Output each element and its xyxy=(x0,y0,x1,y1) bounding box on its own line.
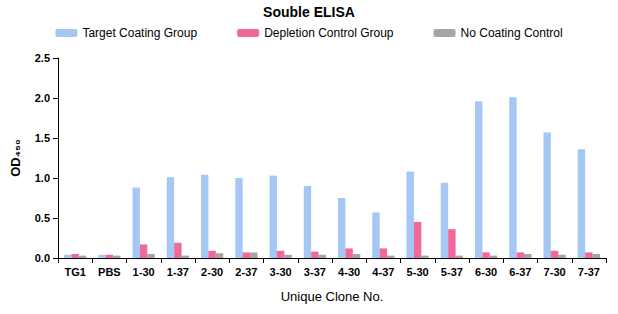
svg-text:2-30: 2-30 xyxy=(201,266,223,278)
svg-text:5-37: 5-37 xyxy=(441,266,463,278)
svg-text:Unique Clone No.: Unique Clone No. xyxy=(281,289,384,304)
svg-text:No Coating Control: No Coating Control xyxy=(461,26,563,40)
svg-text:2-37: 2-37 xyxy=(235,266,257,278)
svg-text:TG1: TG1 xyxy=(64,266,85,278)
svg-text:1.5: 1.5 xyxy=(35,132,50,144)
svg-text:PBS: PBS xyxy=(98,266,121,278)
svg-text:3-30: 3-30 xyxy=(270,266,292,278)
svg-text:2.0: 2.0 xyxy=(35,92,50,104)
svg-text:2.5: 2.5 xyxy=(35,52,50,64)
svg-text:4-37: 4-37 xyxy=(372,266,394,278)
svg-text:1.0: 1.0 xyxy=(35,172,50,184)
svg-text:1-37: 1-37 xyxy=(167,266,189,278)
svg-text:3-37: 3-37 xyxy=(304,266,326,278)
svg-text:Depletion Control Group: Depletion Control Group xyxy=(264,26,394,40)
svg-text:Souble ELISA: Souble ELISA xyxy=(263,4,355,20)
svg-text:5-30: 5-30 xyxy=(407,266,429,278)
svg-text:6-30: 6-30 xyxy=(475,266,497,278)
svg-text:6-37: 6-37 xyxy=(509,266,531,278)
svg-text:0.5: 0.5 xyxy=(35,212,50,224)
svg-text:7-37: 7-37 xyxy=(578,266,600,278)
svg-text:7-30: 7-30 xyxy=(544,266,566,278)
svg-text:4-30: 4-30 xyxy=(338,266,360,278)
svg-text:Target Coating Group: Target Coating Group xyxy=(82,26,197,40)
svg-text:1-30: 1-30 xyxy=(133,266,155,278)
svg-text:0.0: 0.0 xyxy=(35,252,50,264)
svg-text:OD₄₅₀: OD₄₅₀ xyxy=(8,139,23,177)
